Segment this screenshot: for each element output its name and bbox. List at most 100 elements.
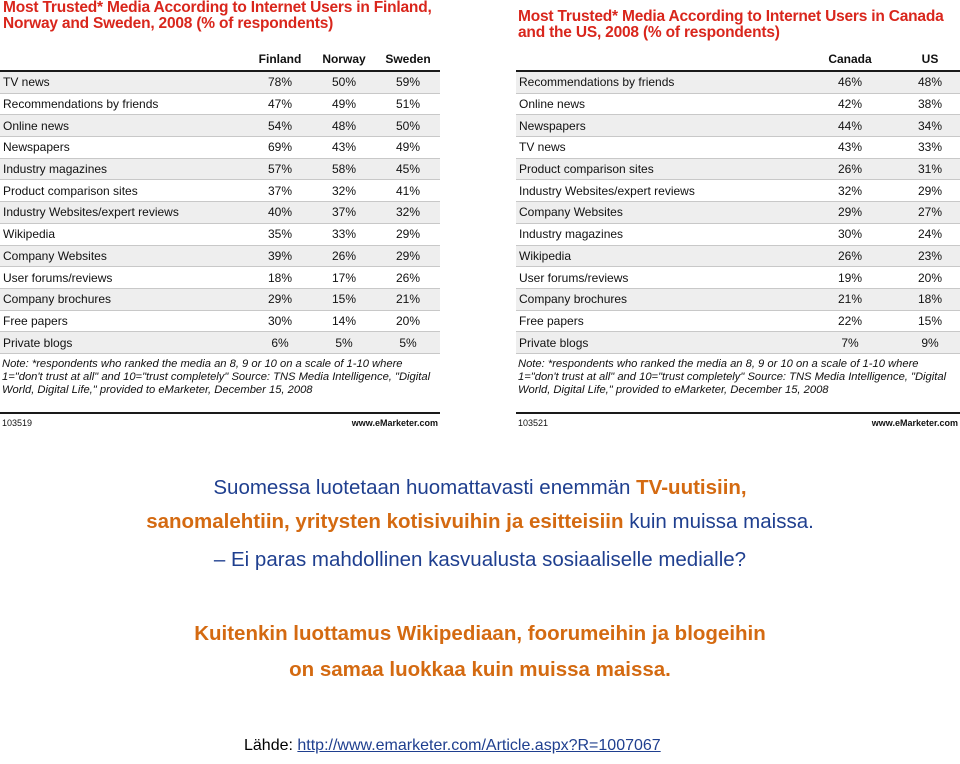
table-cell: 6% [271,335,289,350]
row-label: Newspapers [519,118,586,133]
table-cell: 26% [837,162,863,177]
table-cell: 5% [335,335,353,350]
table-cell: 15% [917,313,943,328]
table-cell: 50% [331,75,357,90]
table-cell: 30% [267,313,293,328]
row-label: Company brochures [519,292,628,307]
table-cell: 5% [399,335,417,350]
row-label: Company brochures [3,292,112,307]
table-cell: 37% [331,205,357,220]
table-row: Company brochures 21% 18% [516,288,960,311]
row-label: Industry magazines [3,162,108,177]
chart-footer: 103521 www.eMarketer.com [516,414,960,428]
table-row: TV news 43% 33% [516,137,960,159]
table-cell: 32% [837,183,863,198]
column-header: US [921,52,939,66]
table-header: Canada US [516,48,960,72]
table-row: Industry magazines 30% 24% [516,224,960,246]
row-label: Company Websites [3,248,107,263]
table-cell: 24% [917,227,943,242]
table-cell: 32% [395,205,421,220]
table-cell: 45% [395,162,421,177]
row-label: Product comparison sites [519,162,654,177]
table-row: Recommendations by friends 47% 49% 51% [0,94,440,116]
table-cell: 17% [331,270,357,285]
table-row: Company brochures 29% 15% 21% [0,288,440,311]
table-cell: 7% [841,335,859,350]
table-row: Company Websites 29% 27% [516,202,960,224]
table-row: Online news 42% 38% [516,94,960,116]
table-cell: 9% [921,335,939,350]
table-row: Free papers 22% 15% [516,311,960,333]
chart-note: Note: *respondents who ranked the media … [516,354,960,414]
table-cell: 22% [837,313,863,328]
table-cell: 35% [267,227,293,242]
table-row: Wikipedia 26% 23% [516,245,960,268]
table-cell: 20% [917,270,943,285]
table-cell: 26% [331,248,357,263]
table-cell: 57% [267,162,293,177]
row-label: User forums/reviews [519,270,629,285]
row-label: TV news [3,75,50,90]
table-row: Private blogs 6% 5% 5% [0,332,440,354]
column-header: Norway [322,52,366,66]
row-label: User forums/reviews [3,270,113,285]
table-cell: 33% [917,140,943,155]
table-cell: 32% [331,183,357,198]
table-cell: 29% [395,227,421,242]
table-cell: 27% [917,205,943,220]
table-cell: 29% [917,183,943,198]
table-cell: 29% [837,205,863,220]
table-cell: 43% [331,140,357,155]
table-cell: 26% [837,248,863,263]
row-label: Private blogs [3,335,73,350]
chart-title: Most Trusted* Media According to Interne… [3,0,432,32]
table-cell: 69% [267,140,293,155]
table-cell: 33% [331,227,357,242]
table-row: Online news 54% 48% 50% [0,115,440,138]
table-row: Industry magazines 57% 58% 45% [0,158,440,181]
table-header: Finland Norway Sweden [0,48,440,72]
table-cell: 20% [395,313,421,328]
table-cell: 21% [395,292,421,307]
body-line-1: Suomessa luotetaan huomattavasti enemmän… [0,476,960,500]
chart-note: Note: *respondents who ranked the media … [0,354,440,414]
table-cell: 23% [917,248,943,263]
row-label: TV news [519,140,566,155]
table-cell: 29% [267,292,293,307]
table-cell: 51% [395,97,421,112]
table-cell: 54% [267,118,293,133]
table-cell: 29% [395,248,421,263]
table-cell: 48% [331,118,357,133]
table-row: Product comparison sites 37% 32% 41% [0,180,440,203]
body-line-5: on samaa luokkaa kuin muissa maissa. [289,658,671,681]
source-label: Lähde: [244,737,298,754]
table-body: Recommendations by friends 46% 48% Online n… [516,72,960,354]
row-label: Industry Websites/expert reviews [3,205,179,220]
table-cell: 14% [331,313,357,328]
table-cell: 44% [837,118,863,133]
table-cell: 49% [331,97,357,112]
source-link[interactable]: http://www.emarketer.com/Article.aspx?R=… [297,737,661,754]
chart-id: 103521 [518,417,549,428]
table-cell: 40% [267,205,293,220]
table-cell: 18% [267,270,293,285]
table-cell: 38% [917,97,943,112]
table-cell: 15% [331,292,357,307]
row-label: Recommendations by friends [519,75,675,90]
body-line-4: Kuitenkin luottamus Wikipediaan, foorume… [194,622,766,645]
row-label: Free papers [3,313,68,328]
column-header: Sweden [385,52,431,66]
chart-title: Most Trusted* Media According to Interne… [518,8,944,41]
row-label: Free papers [519,313,584,328]
row-label: Online news [519,97,586,112]
body-line-3: – Ei paras mahdollinen kasvualusta sosia… [213,548,747,571]
chart-nordic-table: Most Trusted* Media According to Interne… [0,0,440,435]
row-label: Company Websites [519,205,623,220]
table-row: Newspapers 44% 34% [516,115,960,138]
row-label: Industry magazines [519,227,624,242]
highlight-text: sanomalehtiin, yritysten kotisivuihin ja… [146,510,624,533]
table-cell: 41% [395,183,421,198]
table-cell: 37% [267,183,293,198]
chart-na-table: Most Trusted* Media According to Interne… [516,0,960,435]
